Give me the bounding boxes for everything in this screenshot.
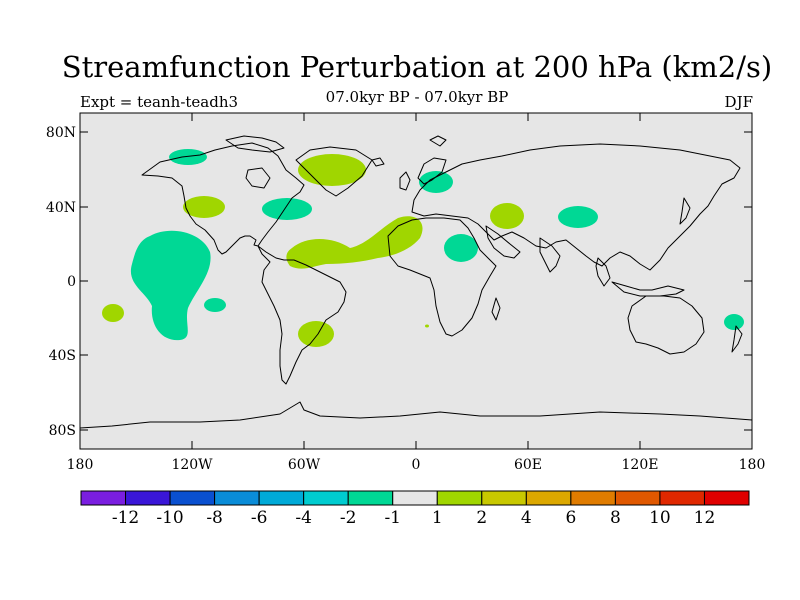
lon-tick-label: 60W <box>288 457 321 473</box>
anomaly-positive-south-pacific <box>102 304 124 322</box>
map-subtitle: 07.0kyr BP - 07.0kyr BP <box>325 88 509 106</box>
colorbar-swatch <box>258 490 305 506</box>
colorbar-label: 12 <box>694 508 716 528</box>
colorbar-label: -12 <box>112 508 139 528</box>
lat-tick-label: 40N <box>46 200 76 216</box>
colorbar-label: -8 <box>206 508 223 528</box>
lat-tick-label: 40S <box>49 348 76 364</box>
coast-hudson-bay <box>245 167 271 189</box>
experiment-label: Expt = teanh-teadh3 <box>80 93 239 111</box>
anomaly-positive-western-us <box>183 196 225 218</box>
colorbar-label: 6 <box>565 508 576 528</box>
anomaly-negative-central-asia <box>558 206 598 228</box>
coast-eurasia <box>411 143 741 271</box>
coast-iceland <box>371 157 385 167</box>
colorbar-label: 8 <box>610 508 621 528</box>
anomaly-positive-south-america <box>298 321 334 347</box>
coast-british-isles <box>399 171 411 191</box>
colorbar-swatch <box>125 490 171 506</box>
anomaly-negative-europe <box>419 171 453 193</box>
coast-india <box>539 237 561 273</box>
colorbar-swatch <box>436 490 483 506</box>
lat-tick-label: 0 <box>67 274 76 290</box>
colorbar-swatch <box>169 490 216 506</box>
colorbar-label: 1 <box>432 508 443 528</box>
lon-tick-label: 60E <box>514 457 542 473</box>
coast-indonesia <box>611 281 685 297</box>
colorbar-label: 10 <box>649 508 671 528</box>
anomaly-positive-greenland <box>298 154 366 186</box>
coast-svalbard <box>429 135 447 147</box>
lon-tick-label: 120E <box>622 457 659 473</box>
colorbar-swatch <box>214 490 260 506</box>
coast-scandinavia <box>417 157 447 185</box>
colorbar-label: -1 <box>384 508 401 528</box>
colorbar-label: -2 <box>340 508 357 528</box>
coast-australia <box>627 295 705 355</box>
anomaly-negative-new-zealand <box>724 314 744 330</box>
coast-africa <box>387 217 497 337</box>
lat-tick-label: 80S <box>49 423 76 439</box>
colorbar-swatch <box>525 490 572 506</box>
coast-arctic-islands <box>225 135 285 153</box>
colorbar-label: 2 <box>476 508 487 528</box>
anomaly-positive-middle-east <box>490 203 524 229</box>
season-label: DJF <box>724 93 753 111</box>
coast-madagascar <box>491 297 501 321</box>
colorbar-swatch <box>614 490 661 506</box>
coast-north-america <box>141 142 305 255</box>
colorbar-swatch <box>703 490 750 506</box>
coast-new-zealand <box>731 325 743 353</box>
coast-southeast-asia <box>595 257 611 287</box>
lon-tick-label: 180 <box>67 457 94 473</box>
colorbar-swatch <box>80 490 127 506</box>
map-title: Streamfunction Perturbation at 200 hPa (… <box>61 50 773 84</box>
colorbar-label: 4 <box>521 508 532 528</box>
coast-antarctica <box>79 401 753 429</box>
lat-tick-label: 80N <box>46 125 76 141</box>
colorbar-swatch <box>347 490 394 506</box>
coastlines <box>79 135 753 429</box>
colorbar-swatch <box>392 490 438 506</box>
anomaly-regions <box>102 149 744 347</box>
coast-arabia <box>485 225 521 259</box>
lon-tick-label: 120W <box>171 457 213 473</box>
colorbar-swatch <box>303 490 349 506</box>
anomaly-negative-africa <box>444 234 478 262</box>
colorbar-label: -6 <box>251 508 268 528</box>
anomaly-positive-atlantic-band <box>286 216 423 269</box>
coast-central-south-america <box>257 245 347 385</box>
anomaly-negative-east-pacific <box>130 230 211 341</box>
lon-tick-label: 180 <box>739 457 766 473</box>
colorbar-swatch <box>570 490 616 506</box>
anomaly-negative-alaska <box>169 149 207 165</box>
coast-greenland <box>295 146 373 197</box>
coast-japan <box>679 197 691 225</box>
lon-tick-label: 0 <box>412 457 421 473</box>
colorbar-label: -10 <box>156 508 183 528</box>
colorbar-label: -4 <box>295 508 312 528</box>
colorbar-swatch <box>481 490 527 506</box>
anomaly-negative-south-pacific <box>204 298 226 312</box>
anomaly-positive-south-atlantic <box>425 324 429 328</box>
colorbar-swatch <box>659 490 705 506</box>
anomaly-negative-east-us <box>262 198 312 220</box>
